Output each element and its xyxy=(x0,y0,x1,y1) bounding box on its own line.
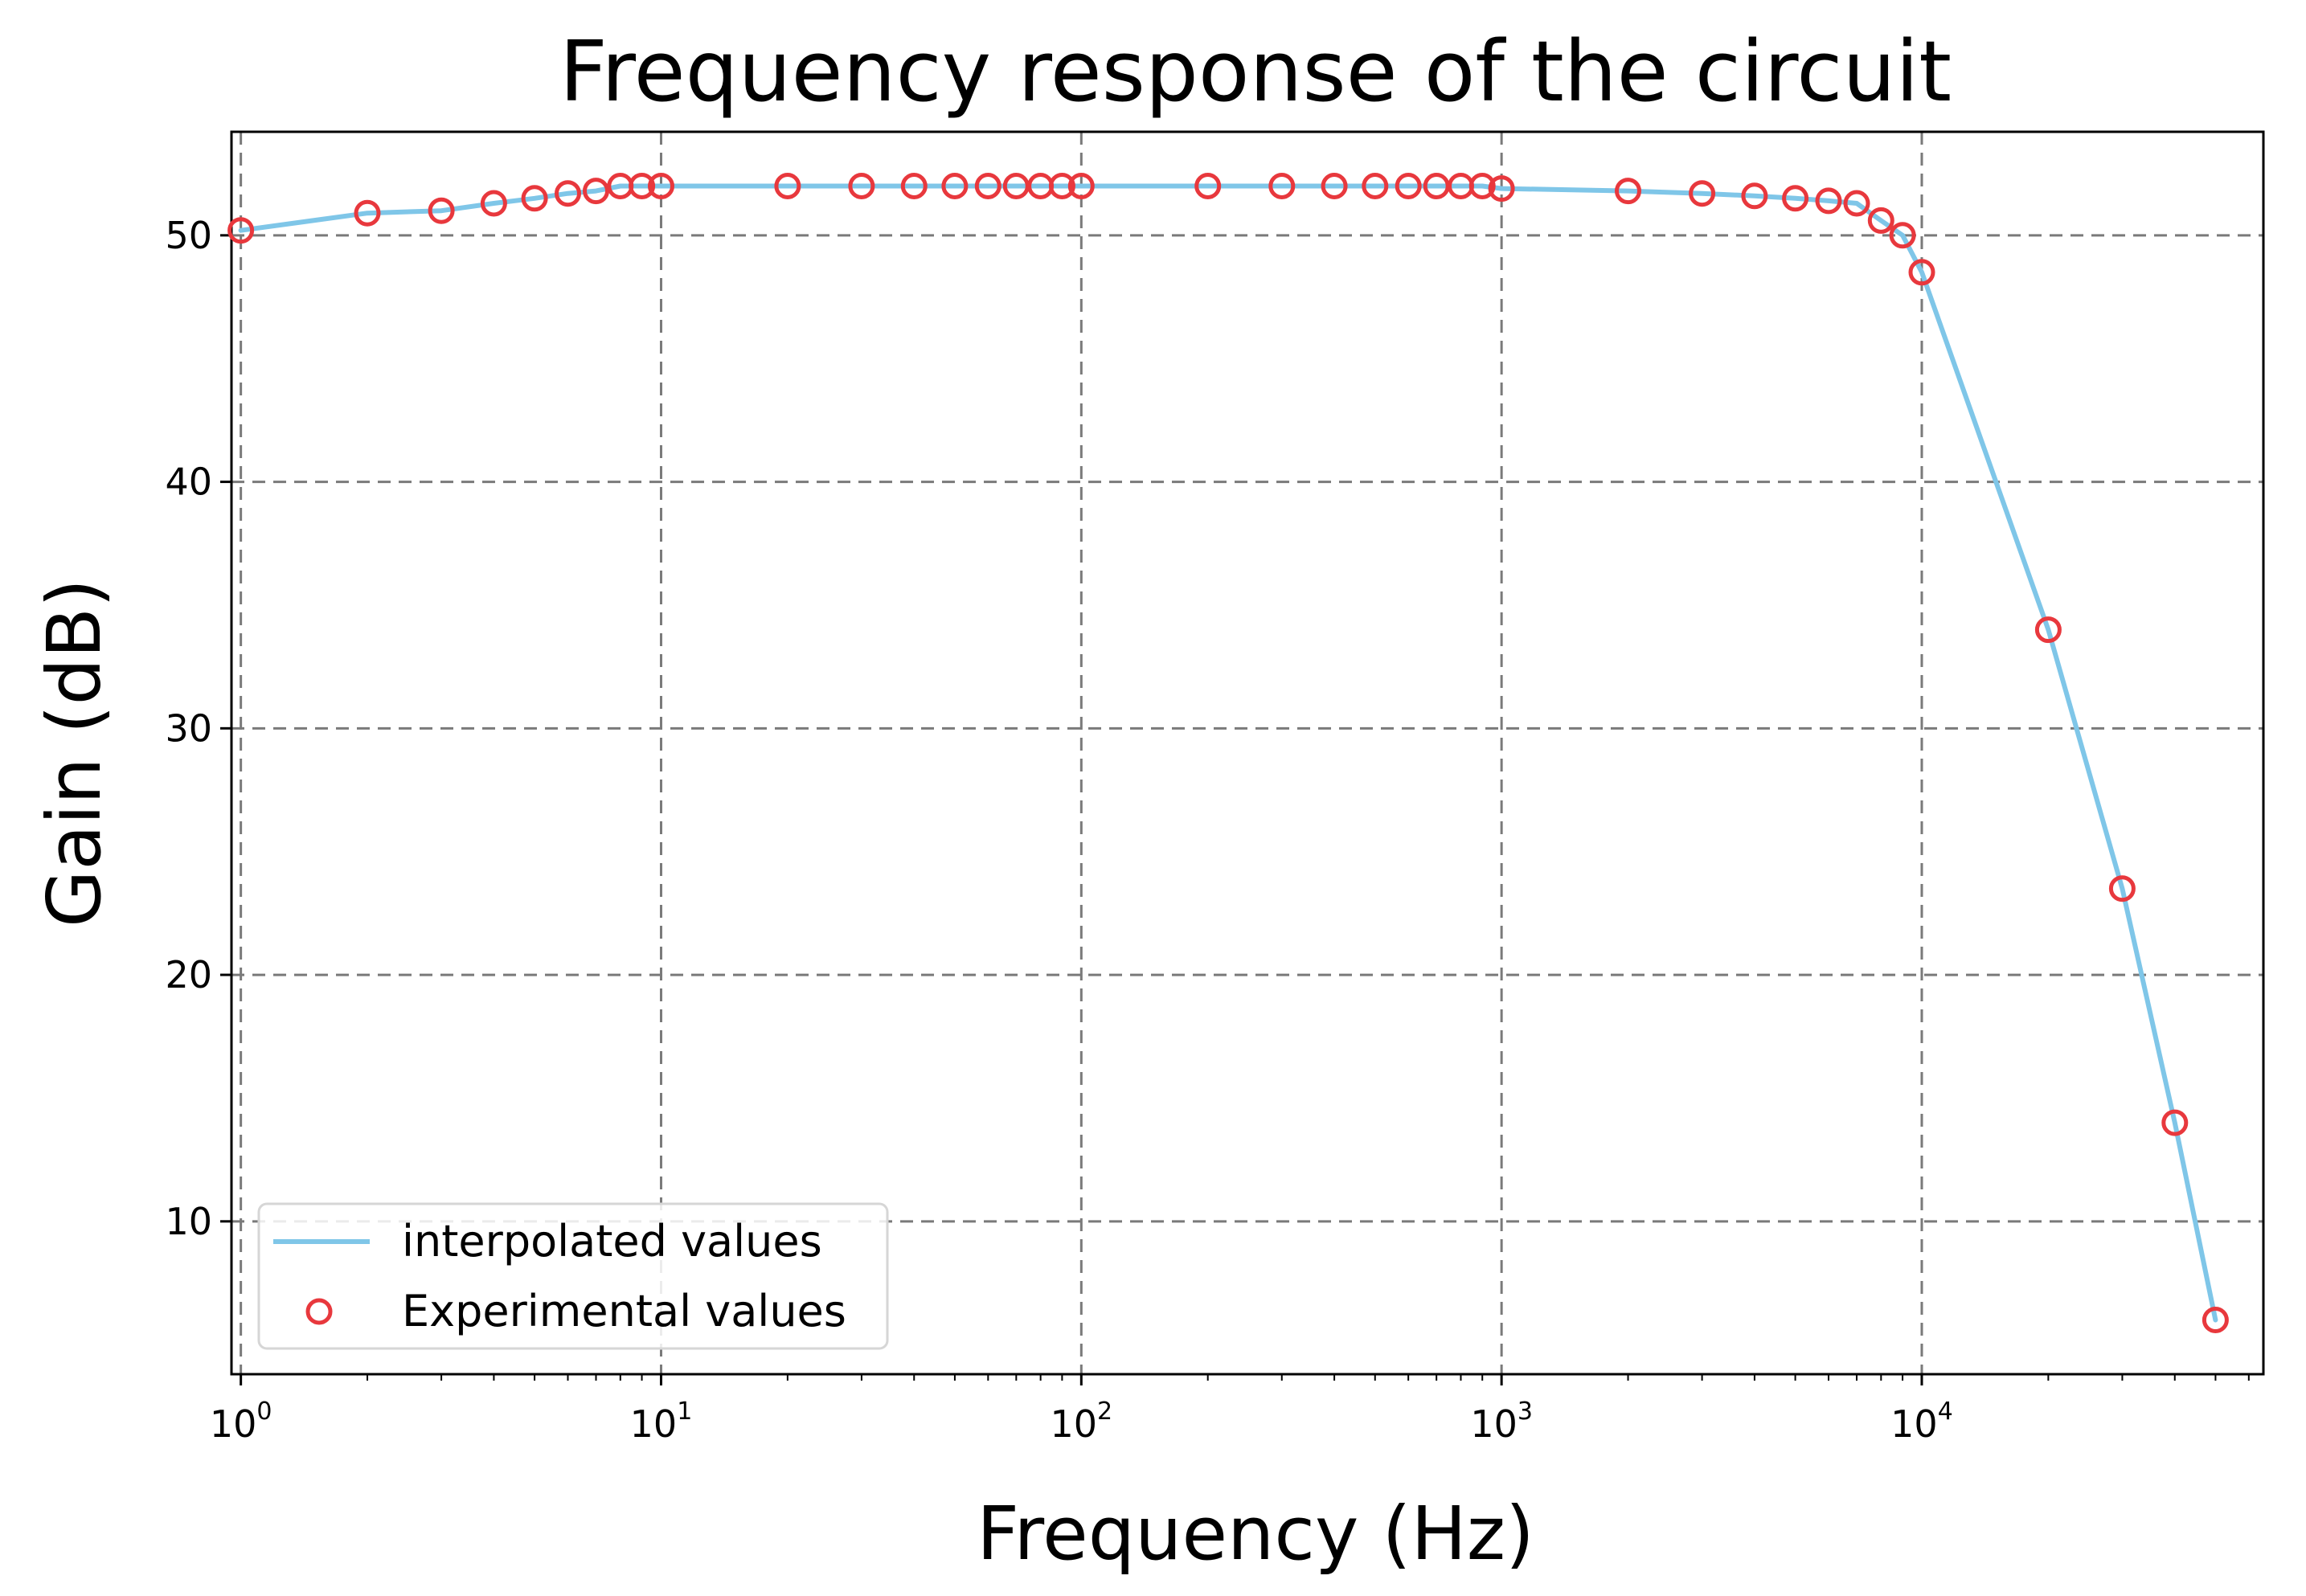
x-tick-label-1: 101 xyxy=(630,1398,693,1446)
legend-marker-swatch xyxy=(305,1298,333,1325)
experimental-point-35 xyxy=(1889,222,1916,249)
experimental-point-13 xyxy=(941,173,969,199)
experimental-point-20 xyxy=(1268,173,1296,199)
x-tick-label-4: 104 xyxy=(1890,1398,1953,1446)
experimental-point-10 xyxy=(774,173,801,199)
experimental-point-18 xyxy=(1067,173,1095,199)
chart-title: Frequency response of the circuit xyxy=(559,23,1952,121)
x-tick-label-2: 102 xyxy=(1050,1398,1112,1446)
x-tick-label-0: 100 xyxy=(210,1398,272,1446)
experimental-point-12 xyxy=(900,173,928,199)
experimental-point-36 xyxy=(1908,259,1935,286)
experimental-point-3 xyxy=(480,190,507,217)
experimental-point-14 xyxy=(974,173,1001,199)
experimental-point-34 xyxy=(1867,207,1894,234)
experimental-point-40 xyxy=(2202,1307,2229,1333)
experimental-point-0 xyxy=(227,217,255,244)
legend-box xyxy=(257,1202,889,1350)
experimental-point-32 xyxy=(1815,187,1842,215)
experimental-point-29 xyxy=(1689,180,1716,207)
experimental-point-33 xyxy=(1843,190,1870,217)
y-tick-label-2: 30 xyxy=(165,706,212,750)
x-tick-label-3: 103 xyxy=(1470,1398,1533,1446)
experimental-point-30 xyxy=(1741,182,1768,210)
experimental-point-27 xyxy=(1488,175,1515,203)
y-tick-label-1: 20 xyxy=(165,953,212,996)
experimental-point-4 xyxy=(521,185,548,212)
y-tick-label-0: 10 xyxy=(165,1200,212,1243)
experimental-point-11 xyxy=(848,173,875,199)
experimental-point-9 xyxy=(648,173,674,199)
legend-label-interpolated: interpolated values xyxy=(402,1216,822,1267)
experimental-point-38 xyxy=(2108,875,2136,902)
experimental-point-17 xyxy=(1048,173,1075,199)
experimental-point-31 xyxy=(1782,185,1809,212)
legend-label-experimental: Experimental values xyxy=(402,1286,846,1336)
data-series xyxy=(227,173,2229,1333)
experimental-point-28 xyxy=(1615,178,1641,205)
y-tick-label-4: 50 xyxy=(165,214,212,257)
y-axis-label: Gain (dB) xyxy=(31,579,117,927)
axis-ticks: 100 101 102 103 104 10 20 30 40 50 xyxy=(165,214,1952,1446)
experimental-point-6 xyxy=(583,178,609,205)
experimental-point-1 xyxy=(354,199,381,227)
x-axis-label: Frequency (Hz) xyxy=(977,1491,1534,1577)
experimental-point-39 xyxy=(2161,1109,2189,1136)
experimental-point-37 xyxy=(2034,616,2062,644)
y-tick-label-3: 40 xyxy=(165,460,212,504)
experimental-point-19 xyxy=(1194,173,1222,199)
experimental-point-22 xyxy=(1362,173,1389,199)
legend: interpolated values Experimental values xyxy=(257,1202,889,1350)
grid-lines xyxy=(231,132,2263,1374)
experimental-point-2 xyxy=(428,197,455,224)
experimental-point-5 xyxy=(555,180,581,207)
experimental-point-26 xyxy=(1468,173,1496,199)
experimental-point-8 xyxy=(629,173,656,199)
plot-area-frame xyxy=(230,130,2265,1376)
experimental-point-23 xyxy=(1395,173,1422,199)
experimental-point-21 xyxy=(1321,173,1348,199)
